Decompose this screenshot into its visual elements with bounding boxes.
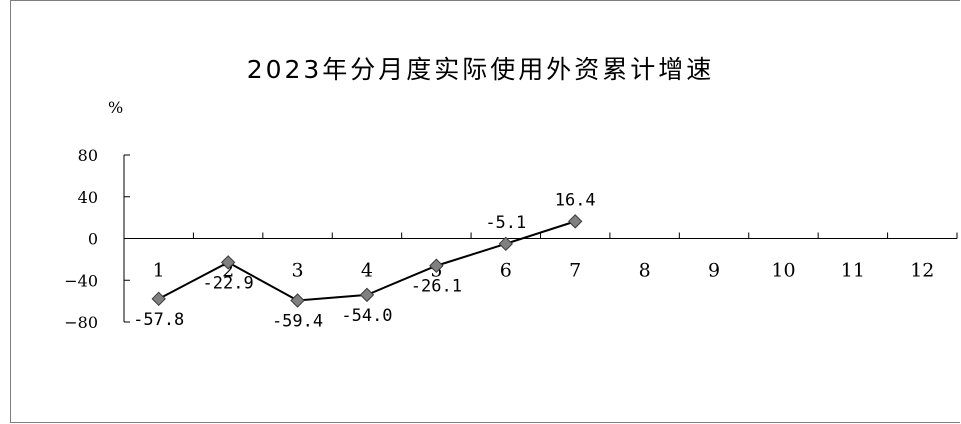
x-tick-label: 9 — [708, 260, 720, 282]
x-tick-label: 10 — [771, 260, 795, 282]
x-tick-label: 11 — [841, 260, 865, 282]
data-point-marker — [568, 214, 583, 229]
x-tick-label: 8 — [639, 260, 651, 282]
y-tick-label: −40 — [64, 271, 98, 290]
x-tick-label: 4 — [361, 260, 373, 282]
data-label: -26.1 — [411, 277, 462, 297]
data-point-marker — [151, 291, 166, 307]
y-axis-unit: % — [108, 98, 124, 117]
y-tick-label: −80 — [64, 313, 98, 332]
data-label: -59.4 — [272, 311, 323, 331]
x-tick-label: 12 — [910, 260, 934, 282]
data-label: -54.0 — [341, 306, 392, 326]
x-tick-label: 3 — [291, 260, 303, 282]
data-label: 16.4 — [555, 190, 596, 210]
data-label: -57.8 — [133, 310, 184, 330]
data-label: -22.9 — [203, 273, 254, 293]
y-tick-label: 80 — [78, 146, 98, 165]
data-point-marker — [429, 258, 444, 273]
data-point-marker — [498, 236, 513, 252]
data-point-marker — [359, 287, 375, 303]
data-label: -5.1 — [485, 213, 526, 233]
x-tick-label: 1 — [153, 260, 165, 282]
x-tick-label: 7 — [569, 260, 581, 282]
data-point-marker — [290, 293, 305, 308]
data-point-marker — [220, 255, 236, 270]
x-tick-label: 6 — [500, 260, 512, 282]
chart-frame — [10, 0, 960, 423]
chart-title: 2023年分月度实际使用外资累计增速 — [246, 55, 715, 84]
y-tick-label: 40 — [78, 188, 98, 207]
y-tick-label: 0 — [88, 230, 98, 249]
